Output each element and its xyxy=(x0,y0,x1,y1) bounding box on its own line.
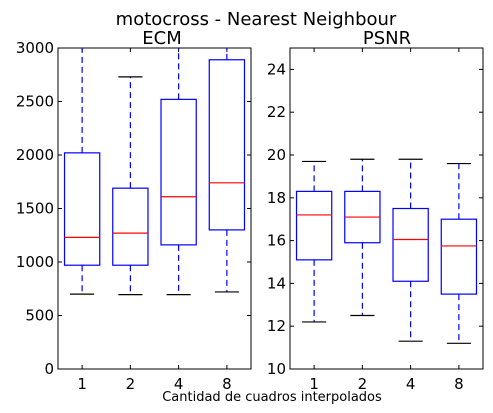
psnr-box xyxy=(295,190,333,261)
ecm-ytick-label: 1000 xyxy=(16,253,54,271)
ecm-box xyxy=(63,152,101,266)
ecm-title: ECM xyxy=(142,28,181,49)
ecm-plot: ECM 0 500 1000 1500 2000 2500 3000 1 2 4 8 xyxy=(16,28,252,393)
psnr-xtick-label: 2 xyxy=(358,375,368,393)
psnr-title: PSNR xyxy=(363,28,411,49)
ecm-ytick-label: 3000 xyxy=(16,39,54,57)
ecm-xtick-label: 8 xyxy=(222,375,232,393)
ecm-ytick-label: 2500 xyxy=(16,93,54,111)
ecm-box xyxy=(160,98,197,246)
psnr-ytick-label: 20 xyxy=(267,146,286,164)
ecm-ytick-label: 1500 xyxy=(16,200,54,218)
psnr-ytick-label: 22 xyxy=(267,103,286,121)
psnr-ytick-label: 18 xyxy=(267,189,286,207)
figure-xlabel: Cantidad de cuadros interpolados xyxy=(162,390,382,405)
psnr-axes-frame xyxy=(289,47,484,370)
psnr-ytick-label: 16 xyxy=(267,232,286,250)
ecm-xtick-label: 4 xyxy=(174,375,184,393)
ecm-box xyxy=(208,59,246,231)
psnr-ytick-label: 12 xyxy=(267,317,286,335)
ecm-box xyxy=(112,187,149,266)
psnr-ytick-label: 10 xyxy=(267,360,286,378)
psnr-box xyxy=(392,207,429,282)
psnr-xtick-label: 8 xyxy=(454,375,464,393)
ecm-ytick-label: 2000 xyxy=(16,146,54,164)
psnr-ytick-label: 14 xyxy=(267,274,286,292)
psnr-xtick-label: 1 xyxy=(309,375,319,393)
ecm-xtick-label: 1 xyxy=(77,375,87,393)
ecm-xtick-label: 2 xyxy=(126,375,136,393)
ecm-ytick-label: 500 xyxy=(25,307,54,325)
psnr-ytick-label: 24 xyxy=(267,60,286,78)
psnr-xtick-label: 4 xyxy=(406,375,416,393)
ecm-axes-frame xyxy=(57,47,252,370)
figure-suptitle: motocross - Nearest Neighbour xyxy=(116,9,397,30)
psnr-box xyxy=(440,218,478,295)
ecm-ytick-label: 0 xyxy=(44,360,54,378)
